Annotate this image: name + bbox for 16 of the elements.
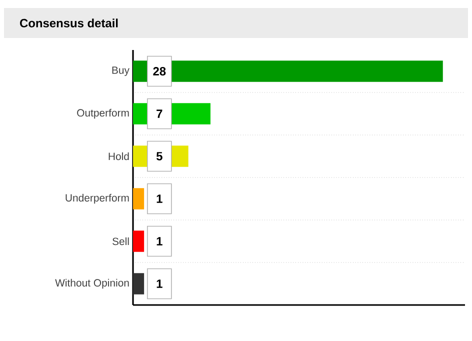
- data-label: 5: [156, 152, 162, 160]
- y-tick-label: Hold: [108, 152, 129, 160]
- bar: [133, 273, 144, 294]
- data-label: 28: [153, 67, 166, 76]
- y-tick-label: Without Opinion: [55, 278, 129, 289]
- y-tick-label: Sell: [112, 237, 129, 246]
- bar: [133, 188, 144, 210]
- bar: [133, 230, 144, 252]
- y-tick-label: Outperform: [77, 108, 129, 119]
- data-label: 1: [156, 280, 162, 288]
- data-label: 7: [156, 110, 162, 118]
- data-label: 1: [156, 194, 162, 203]
- data-label: 1: [156, 237, 162, 246]
- chart-title: Consensus detail: [20, 18, 118, 28]
- y-tick-label: Buy: [112, 66, 130, 76]
- y-tick-label: Underperform: [66, 194, 129, 204]
